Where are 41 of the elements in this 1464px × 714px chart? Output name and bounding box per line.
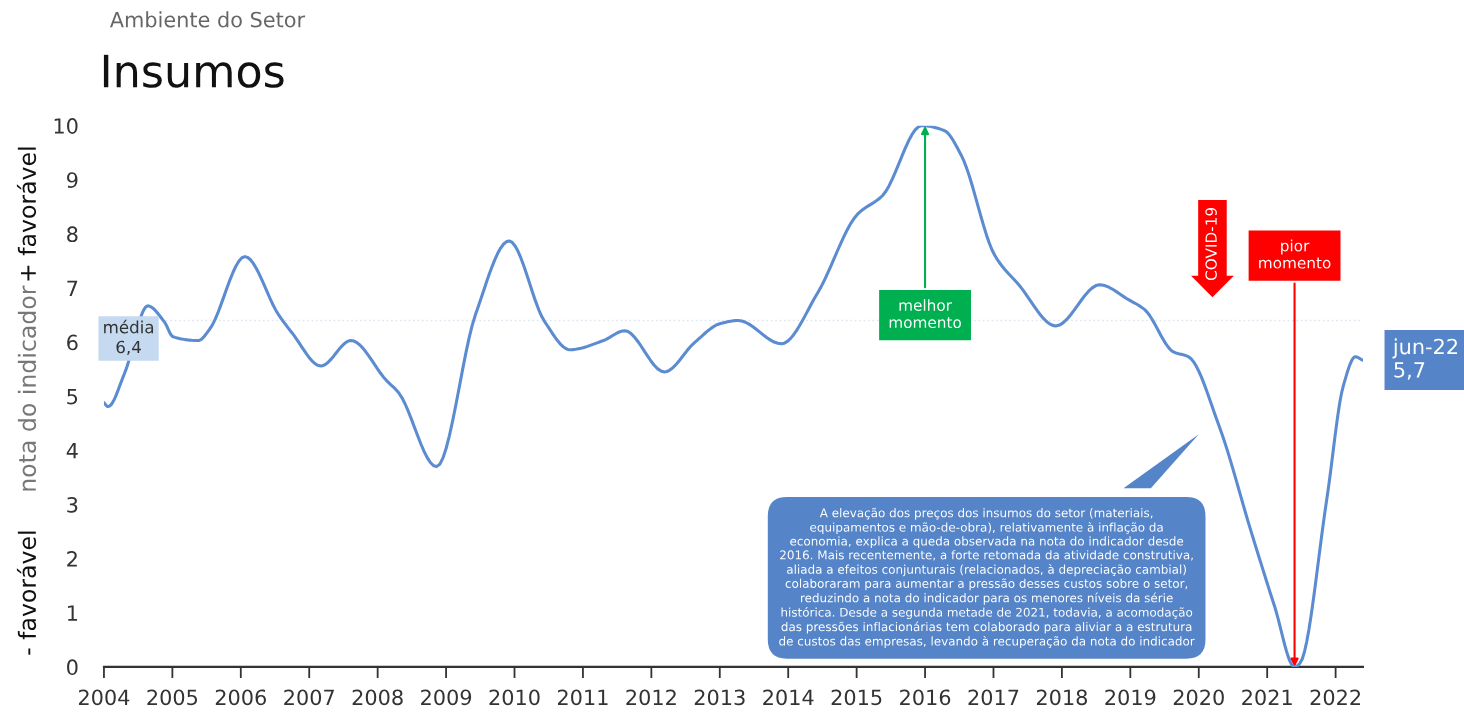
x-tick-label: 2015: [831, 689, 882, 706]
annotation: jun-22 5,7: [1392, 338, 1457, 380]
y-tick-label: 10: [54, 118, 78, 134]
x-tick-label: 2017: [968, 689, 1019, 706]
y-tick-label: 1: [67, 605, 78, 621]
y-tick-label: 7: [67, 280, 78, 296]
x-tick-label: 2010: [489, 689, 540, 706]
x-tick-label: 2012: [626, 689, 676, 706]
y-tick-label: 4: [66, 443, 78, 459]
x-tick-label: 2009: [421, 689, 472, 706]
x-tick-label: 2019: [1105, 689, 1156, 706]
x-tick-label: 2014: [763, 689, 814, 706]
x-tick-label: 2013: [694, 689, 745, 706]
x-tick-label: 2004: [78, 689, 130, 706]
x-tick-label: 2011: [557, 689, 608, 706]
annotation: COVID-19: [1205, 207, 1217, 281]
y-tick-label: 5: [67, 389, 78, 405]
annotation: pior momento: [1259, 239, 1331, 269]
x-tick-label: 2006: [215, 689, 266, 706]
x-tick-label: 2008: [352, 689, 403, 706]
y-tick-label: 6: [67, 334, 78, 351]
ref-line-label: média 6,4: [104, 319, 154, 356]
x-tick-label: 2021: [1242, 689, 1292, 706]
chart-subtitle: Ambiente do Setor: [109, 11, 306, 28]
y-tick-label: 9: [67, 172, 78, 188]
text: A elevação dos preços dos insumos do setor (materiais, equipamentos e mão-de-obra), relativamente à inflação da economia, explica a queda observada na nota do indicador desde 2016. Mais recentemente, a forte retomada da atividade construtiva, aliada a efeitos conjunturais (relacionados, à depreciação cambial) colaboraram para aumentar a pressão desses custos sobre o setor, reduzindo a nota do indicador para os menores níveis da série histórica. Desde a segunda metade de 2021, todavia, a acomodação das pressões inflacionárias tem colaborado para aliviar a a estrutura de custos das empresas, levando à recuperação da nota do indicador: [779, 507, 1195, 648]
text: - favorável: [16, 531, 37, 655]
x-tick-label: 2018: [1036, 689, 1087, 706]
x-tick-label: 2022: [1310, 689, 1361, 706]
y-tick-label: 2: [67, 551, 77, 567]
y-tick-label: 3: [67, 496, 78, 513]
x-tick-label: 2007: [284, 689, 334, 706]
x-tick-label: 2016: [900, 689, 951, 706]
text: + favorável: [16, 147, 37, 281]
x-tick-label: 2020: [1173, 689, 1224, 706]
chart-title: Insumos: [103, 54, 284, 88]
x-tick-label: 2005: [147, 689, 198, 706]
y-tick-label: 0: [67, 659, 78, 676]
y-tick-label: 8: [67, 226, 78, 243]
annotation: melhor momento: [889, 299, 961, 329]
y-axis-title: nota do indicador: [17, 285, 37, 491]
